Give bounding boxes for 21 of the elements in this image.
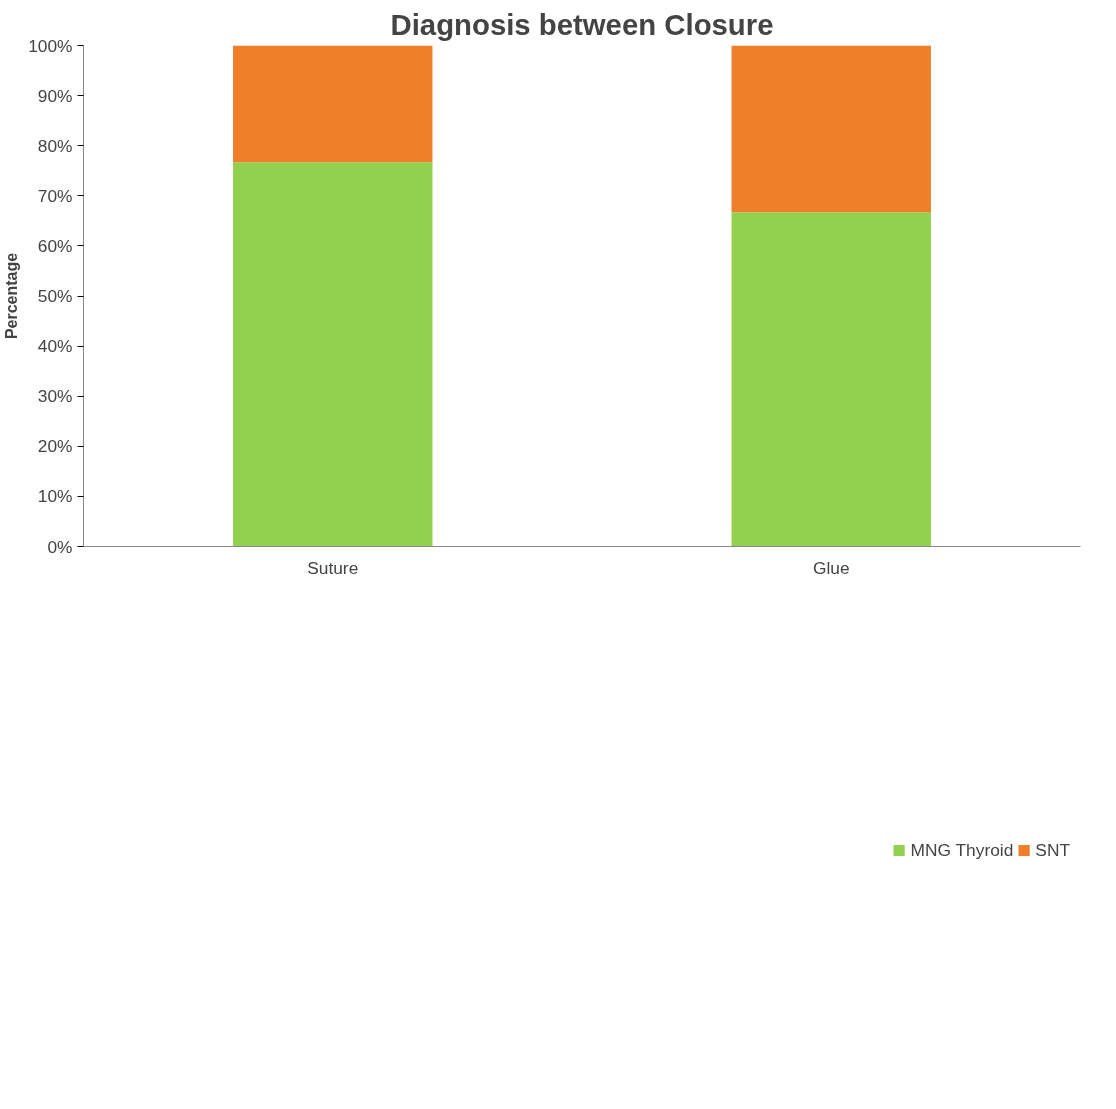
y-tick-label: 20% — [37, 436, 73, 457]
bar — [233, 45, 433, 163]
y-tick-label: 10% — [37, 486, 73, 507]
y-tick-label: 90% — [37, 85, 73, 106]
chart-title: Diagnosis between Closure — [390, 7, 774, 41]
y-tick-label: 80% — [37, 135, 73, 156]
y-tick-label: 30% — [37, 386, 73, 407]
y-tick-label: 0% — [47, 536, 73, 557]
legend-label: MNG Thyroid — [910, 839, 1014, 861]
y-axis-title: Percentage — [3, 252, 21, 340]
bar — [731, 212, 931, 547]
x-tick-label: Suture — [307, 557, 359, 578]
legend-label: SNT — [1035, 839, 1070, 861]
bar — [233, 162, 433, 547]
y-tick-label: 70% — [37, 185, 73, 206]
x-tick-label: Glue — [812, 557, 850, 578]
y-tick-label: 60% — [37, 235, 73, 256]
y-tick-label: 50% — [37, 286, 73, 306]
y-tick-label: 40% — [37, 336, 73, 357]
bar — [731, 45, 931, 213]
y-tick-label: 100% — [28, 35, 73, 56]
